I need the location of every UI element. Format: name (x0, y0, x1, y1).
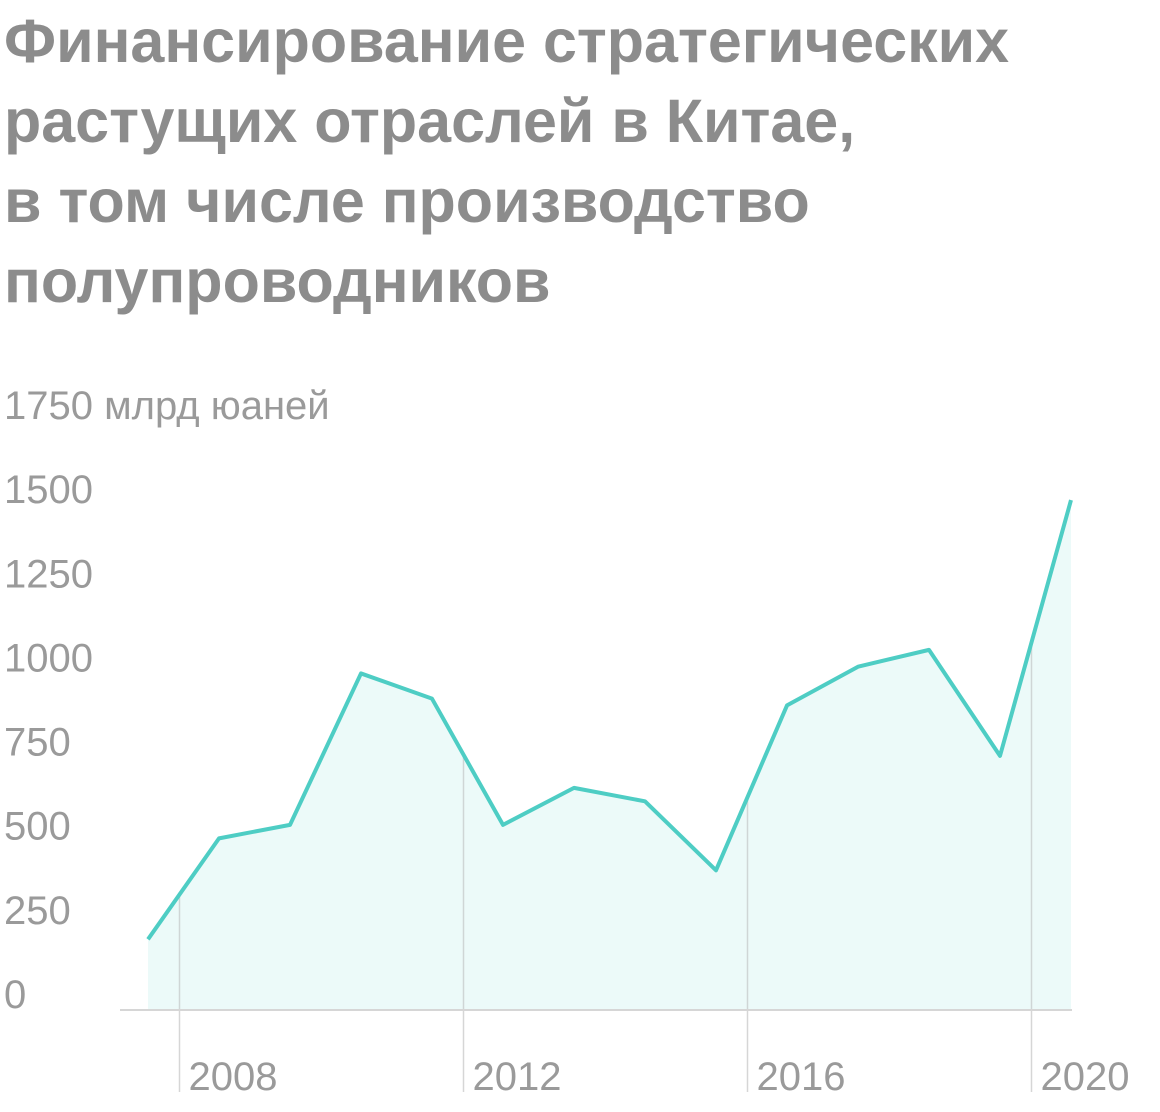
x-tick-label: 2008 (189, 1055, 278, 1099)
area (148, 500, 1071, 1010)
x-tick-label: 2012 (473, 1055, 562, 1099)
y-tick-label: 500 (4, 805, 71, 849)
x-tick-label: 2020 (1041, 1055, 1130, 1099)
chart-title: полупроводников (4, 247, 551, 315)
y-tick-label: 750 (4, 721, 71, 765)
y-tick-label: 0 (4, 973, 26, 1017)
y-tick-label: 250 (4, 889, 71, 933)
x-tick-label: 2016 (757, 1055, 846, 1099)
y-tick-label: 1000 (4, 636, 93, 680)
line (146, 499, 1073, 941)
y-tick-label: 1250 (4, 552, 93, 596)
chart-title: растущих отраслей в Китае, (4, 87, 855, 155)
y-tick-label: 1750 млрд юаней (4, 384, 330, 428)
chart-title: в том числе производство (4, 167, 810, 235)
chart-title: Финансирование стратегических (4, 7, 1009, 75)
y-tick-label: 1500 (4, 468, 93, 512)
